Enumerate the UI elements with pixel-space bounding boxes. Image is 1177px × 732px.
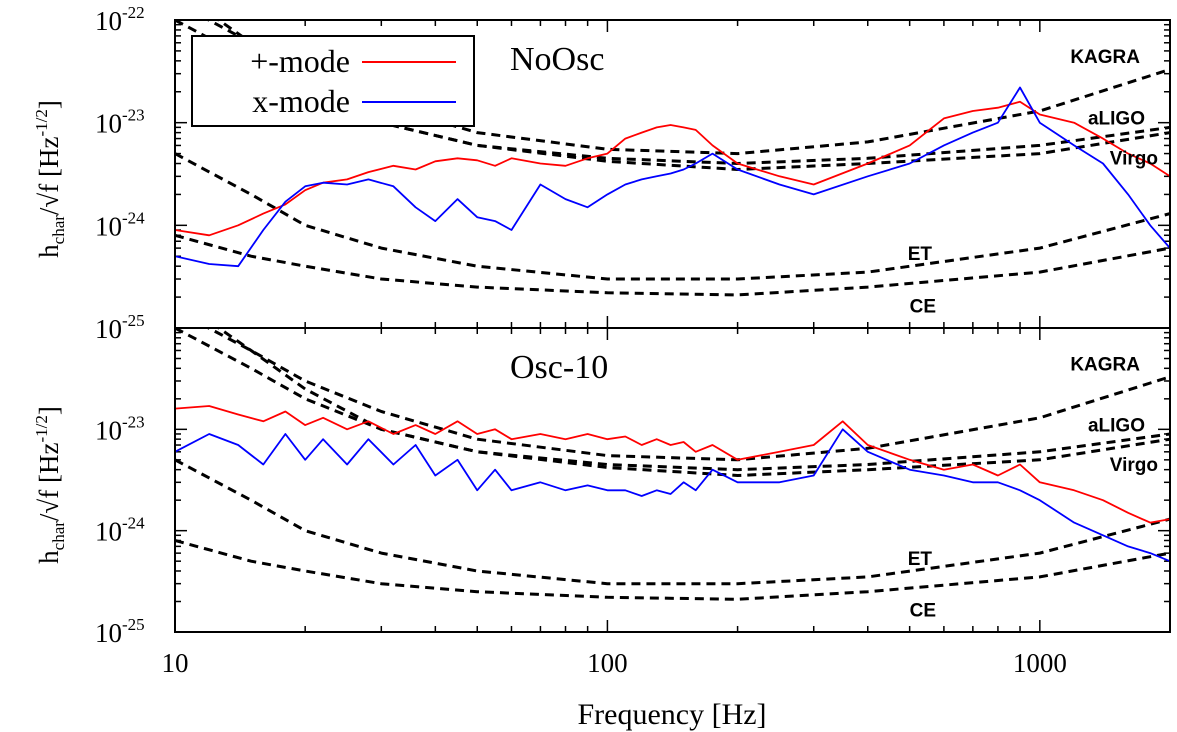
detector-label-ce: CE (910, 601, 936, 622)
x-tick-label: 1000 (1013, 648, 1067, 678)
detector-label-kagra: KAGRA (1070, 47, 1140, 68)
detector-curve-virgo (175, 328, 1170, 478)
detector-label-virgo: Virgo (1110, 149, 1158, 170)
data-series (175, 86, 1170, 268)
detector-label-aligo: aLIGO (1088, 109, 1145, 130)
y-tick-label: 10-24 (95, 208, 145, 241)
detector-curve-kagra (205, 328, 1170, 462)
y-tick-label: 10-22 (95, 3, 145, 36)
x-tick-label: 10 (162, 648, 189, 678)
x-tick-label: 100 (587, 648, 628, 678)
series-line-x-mode (175, 428, 1170, 563)
detector-curve-virgo (175, 20, 1170, 172)
detector-curves (175, 328, 1170, 601)
y-tick-label: 10-23 (95, 106, 145, 139)
series-line-plus-mode (175, 405, 1170, 524)
detector-curve-et (175, 458, 1170, 586)
detector-label-ce: CE (910, 296, 936, 317)
legend: +-mode x-mode (191, 35, 475, 127)
detector-label-et: ET (908, 549, 933, 570)
series-line-x-mode (175, 86, 1170, 268)
detector-label-aligo: aLIGO (1088, 415, 1145, 436)
data-series (175, 405, 1170, 563)
detector-curve-kagra (205, 20, 1170, 156)
y-axis-label: hchar/√f [Hz-1/2] (32, 406, 68, 564)
panel-noosc: KAGRA aLIGO Virgo ET CE 10-25 10-24 10-23 10-22 N… (32, 3, 1171, 344)
plot-frame (174, 327, 1171, 633)
legend-box (191, 35, 475, 127)
legend-label: x-mode (252, 83, 350, 119)
y-tick-label: 10-23 (95, 412, 145, 445)
panel-osc10: KAGRA aLIGO Virgo ET CE 10-25 10-24 10-23 Osc-10… (32, 327, 1171, 731)
y-tick-label: 10-25 (95, 311, 145, 344)
panel-title: NoOsc (510, 41, 604, 78)
y-axis-label: hchar/√f [Hz-1/2] (32, 100, 68, 258)
x-axis-label: Frequency [Hz] (577, 698, 766, 731)
legend-label: +-mode (250, 43, 350, 79)
series-line-plus-mode (175, 100, 1170, 237)
detector-curve-et (175, 152, 1170, 281)
detector-curve-ce (175, 233, 1170, 297)
y-tick-label: 10-24 (95, 514, 145, 547)
detector-label-et: ET (908, 244, 933, 265)
axis-ticks (174, 328, 1171, 633)
detector-label-kagra: KAGRA (1070, 354, 1140, 375)
y-tick-label: 10-25 (95, 615, 145, 648)
panel-title: Osc-10 (510, 349, 608, 386)
detector-label-virgo: Virgo (1110, 455, 1158, 476)
detector-curve-ce (175, 539, 1170, 601)
